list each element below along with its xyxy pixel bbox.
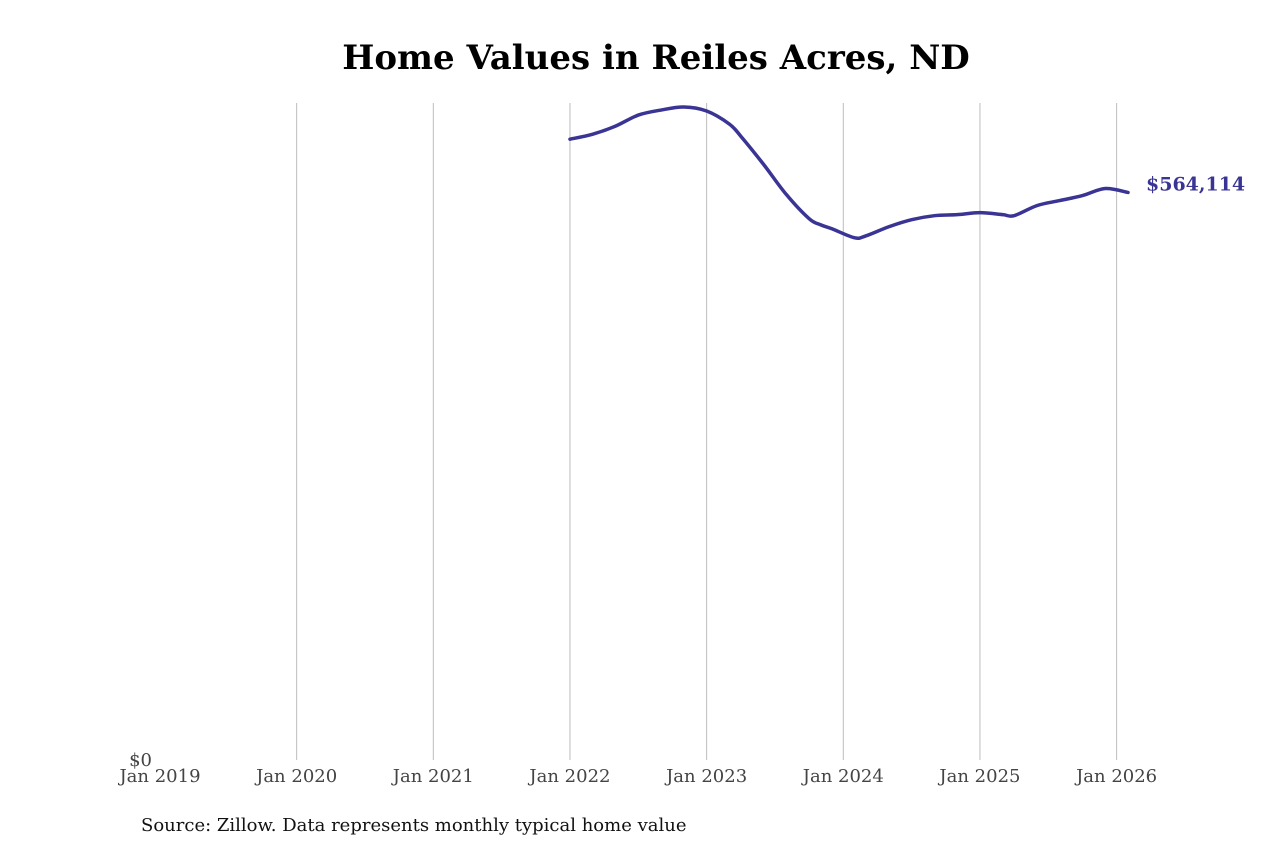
x-tick-label: Jan 2021 — [391, 766, 474, 787]
x-tick-label: Jan 2026 — [1074, 766, 1157, 787]
chart-title: Home Values in Reiles Acres, ND — [342, 38, 970, 78]
series-line-0 — [568, 105, 1130, 241]
series-layer: $564,114 — [568, 105, 1245, 241]
x-tick-label: Jan 2025 — [937, 766, 1020, 787]
line-chart: Jan 2019 Jan 2020 Jan 2021 Jan 2022 Jan 2023… — [117, 103, 1245, 787]
x-tick-label: Jan 2023 — [664, 766, 747, 787]
x-tick-label: Jan 2024 — [801, 766, 884, 787]
x-tick-label: Jan 2019 — [117, 766, 200, 787]
source-note: Source: Zillow. Data represents monthly … — [141, 815, 687, 836]
gridlines — [296, 103, 1118, 760]
end-value-label: $564,114 — [1146, 173, 1245, 195]
x-tick-label: Jan 2020 — [254, 766, 337, 787]
x-tick-label: Jan 2022 — [527, 766, 610, 787]
y-tick-label: $0 — [129, 750, 152, 771]
axis-ticks: Jan 2019 Jan 2020 Jan 2021 Jan 2022 Jan 2023… — [117, 750, 1157, 787]
